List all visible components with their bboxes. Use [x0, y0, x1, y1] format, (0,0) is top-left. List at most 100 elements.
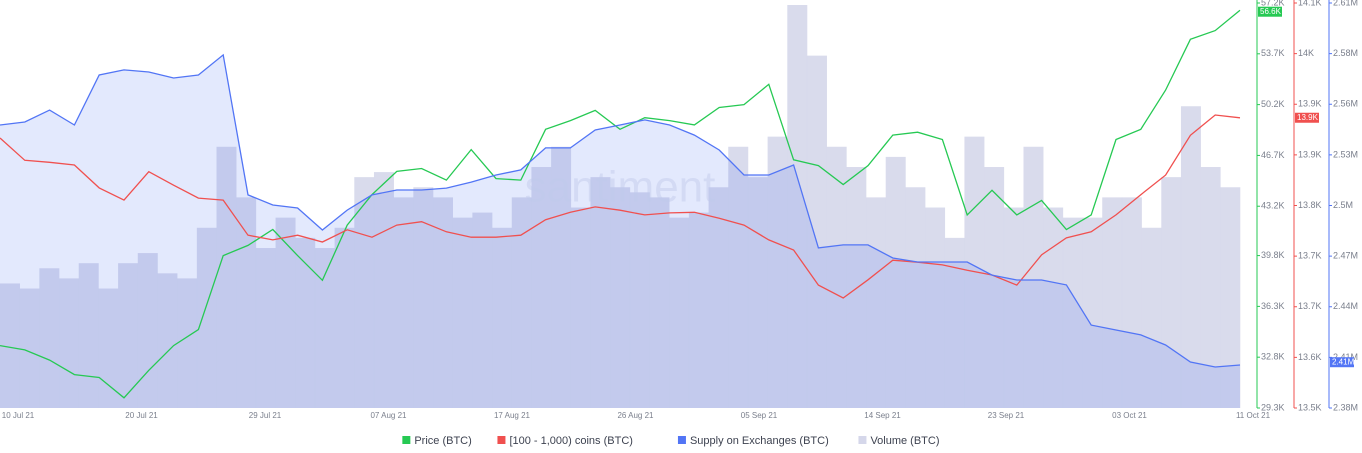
volume-bar — [570, 207, 591, 408]
volume-bar — [1161, 177, 1182, 408]
series-line — [0, 114, 1241, 299]
volume-bar — [885, 156, 906, 408]
y-tick-label: 2.38M — [1333, 402, 1358, 412]
legend-label: Volume (BTC) — [870, 435, 939, 447]
x-tick-label: 03 Oct 21 — [1112, 411, 1147, 420]
current-value-label: 56.6K — [1260, 7, 1282, 16]
y-tick-label: 13.8K — [1298, 200, 1322, 210]
volume-bar — [629, 192, 650, 408]
volume-bar — [944, 237, 965, 408]
current-value-box — [1258, 6, 1282, 17]
volume-bar — [1121, 197, 1142, 408]
series-line — [0, 9, 1241, 399]
current-value-label: 13.9K — [1297, 113, 1319, 122]
y-tick-label: 2.47M — [1333, 251, 1358, 261]
legend-swatch — [858, 436, 867, 444]
volume-bar — [196, 227, 217, 408]
volume-bar — [1200, 167, 1221, 408]
volume-bar — [452, 217, 473, 408]
volume-bar — [846, 167, 867, 408]
x-tick-label: 29 Jul 21 — [249, 411, 282, 420]
y-tick-label: 13.7K — [1298, 301, 1322, 311]
y-tick-label: 29.3K — [1261, 402, 1285, 412]
legend-label: Supply on Exchanges (BTC) — [690, 435, 829, 447]
volume-bar — [1023, 146, 1044, 408]
legend: Price (BTC) [100 - 1,000) coins (BTC) Supp… — [402, 435, 940, 447]
y-tick-label: 2.44M — [1333, 301, 1358, 311]
volume-bar — [334, 227, 355, 408]
y-tick-label: 14K — [1298, 48, 1314, 58]
x-tick-label: 23 Sep 21 — [988, 411, 1025, 420]
volume-bar — [413, 187, 434, 408]
volume-bar — [866, 197, 887, 408]
area-layer — [0, 54, 1240, 409]
volume-bar — [688, 212, 709, 408]
volume-bar — [767, 136, 788, 408]
y-tick-label: 2.61M — [1333, 0, 1358, 7]
y-tick-label: 46.7K — [1261, 150, 1285, 160]
volume-bar — [511, 197, 532, 408]
y-tick-label: 2.53M — [1333, 149, 1358, 159]
volume-bar — [393, 197, 414, 408]
volume-bar — [787, 5, 808, 408]
y-tick-label: 14.1K — [1298, 0, 1322, 7]
y-tick-label: 39.8K — [1261, 250, 1285, 260]
volume-bar — [590, 177, 611, 408]
series-line — [0, 53, 1241, 368]
y-tick-label: 36.3K — [1261, 301, 1285, 311]
volume-bar — [1102, 197, 1123, 408]
volume-bar — [984, 167, 1005, 408]
x-tick-label: 20 Jul 21 — [125, 411, 158, 420]
supply-area — [0, 54, 1240, 409]
volume-bar — [59, 278, 80, 408]
bars-layer — [0, 5, 1241, 408]
y-tick-label: 13.6K — [1298, 352, 1322, 362]
legend-label: [100 - 1,000) coins (BTC) — [509, 435, 633, 447]
volume-bar — [1043, 207, 1064, 408]
volume-bar — [39, 268, 60, 408]
volume-bar — [747, 177, 768, 408]
current-value-box — [1330, 357, 1354, 368]
volume-bar — [177, 278, 198, 408]
volume-bar — [1062, 217, 1083, 408]
volume-bar — [1003, 207, 1024, 408]
volume-bar — [826, 146, 847, 408]
lines-layer — [0, 9, 1241, 399]
volume-bar — [1220, 187, 1241, 408]
volume-bar — [0, 283, 20, 408]
y-tick-label: 13.9K — [1298, 99, 1322, 109]
y-tick-label: 2.58M — [1333, 48, 1358, 58]
volume-bar — [472, 212, 493, 408]
y-tick-label: 13.9K — [1298, 149, 1322, 159]
volume-bar — [728, 146, 749, 408]
y-tick-label: 50.2K — [1261, 99, 1285, 109]
volume-bar — [157, 273, 178, 408]
volume-bar — [551, 146, 572, 408]
legend-swatch — [677, 436, 686, 444]
volume-bar — [1141, 227, 1162, 408]
volume-bar — [137, 253, 158, 408]
x-tick-label: 14 Sep 21 — [864, 411, 901, 420]
y-tick-label: 2.56M — [1333, 99, 1358, 109]
y-tick-label: 13.5K — [1298, 402, 1322, 412]
volume-bar — [78, 263, 99, 408]
y-tick-label: 2.5M — [1333, 200, 1353, 210]
volume-bar — [255, 248, 276, 408]
volume-bar — [98, 288, 119, 408]
volume-bar — [118, 263, 139, 408]
volume-bar — [925, 207, 946, 408]
volume-bar — [806, 55, 827, 408]
y-tick-label: 57.2K — [1261, 0, 1285, 7]
volume-bar — [275, 217, 296, 408]
x-tick-label: 10 Jul 21 — [2, 411, 35, 420]
volume-bar — [314, 248, 335, 408]
volume-bar — [669, 217, 690, 408]
volume-bar — [610, 187, 631, 408]
volume-bar — [295, 237, 316, 408]
volume-bar — [433, 197, 453, 408]
y-tick-label: 53.7K — [1261, 48, 1285, 58]
x-tick-label: 26 Aug 21 — [617, 411, 654, 420]
volume-bar — [492, 227, 513, 408]
x-tick-label: 05 Sep 21 — [741, 411, 778, 420]
